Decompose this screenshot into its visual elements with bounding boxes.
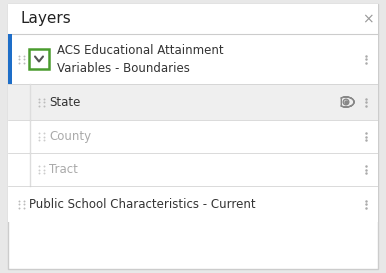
Text: ACS Educational Attainment
Variables - Boundaries: ACS Educational Attainment Variables - B… <box>57 43 223 75</box>
Bar <box>8 186 378 222</box>
Bar <box>8 4 378 34</box>
Text: Public School Characteristics - Current: Public School Characteristics - Current <box>29 197 256 210</box>
Text: Tract: Tract <box>49 163 78 176</box>
Text: State: State <box>49 96 80 108</box>
Text: Layers: Layers <box>20 11 71 26</box>
Bar <box>8 153 378 186</box>
Bar <box>8 34 12 84</box>
Bar <box>29 49 49 69</box>
Bar <box>8 34 378 84</box>
Bar <box>8 120 378 153</box>
Bar <box>8 84 378 120</box>
Text: County: County <box>49 130 91 143</box>
Text: ×: × <box>362 12 374 26</box>
